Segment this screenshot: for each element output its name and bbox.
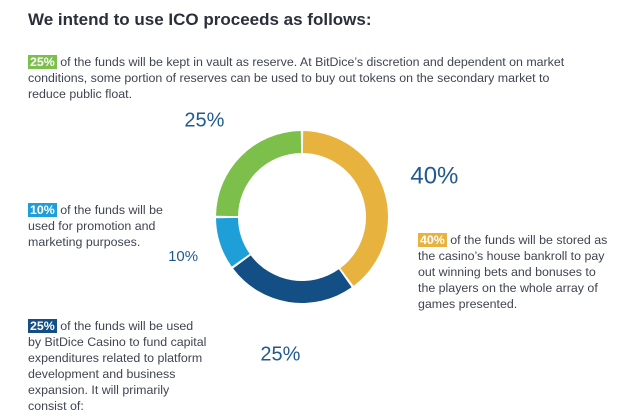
development-text: of the funds will be used by BitDice Cas…	[28, 319, 207, 413]
donut-slice-bankroll	[302, 131, 388, 286]
reserve-description: 25% of the funds will be kept in vault a…	[28, 54, 588, 102]
marketing-percent-badge: 10%	[28, 203, 57, 217]
marketing-text: of the funds will be used for promotion …	[28, 203, 163, 249]
donut-slice-reserve	[216, 131, 302, 217]
donut-slice-development	[233, 255, 352, 303]
reserve-text: of the funds will be kept in vault as re…	[28, 55, 565, 101]
development-percent-badge: 25%	[28, 319, 57, 333]
slice-label-bankroll: 40%	[410, 163, 458, 190]
page-title: We intend to use ICO proceeds as follows…	[28, 10, 372, 29]
bankroll-text: of the funds will be stored as the casin…	[418, 233, 608, 311]
slice-label-development: 25%	[260, 343, 300, 365]
slice-label-marketing: 10%	[168, 248, 198, 265]
development-description: 25% of the funds will be used by BitDice…	[28, 318, 208, 414]
reserve-percent-badge: 25%	[28, 55, 57, 69]
slice-label-reserve: 25%	[184, 109, 224, 131]
bankroll-percent-badge: 40%	[418, 233, 447, 247]
bankroll-description: 40% of the funds will be stored as the c…	[418, 232, 608, 312]
donut-slice-marketing	[216, 217, 250, 267]
marketing-description: 10% of the funds will be used for promot…	[28, 202, 178, 250]
